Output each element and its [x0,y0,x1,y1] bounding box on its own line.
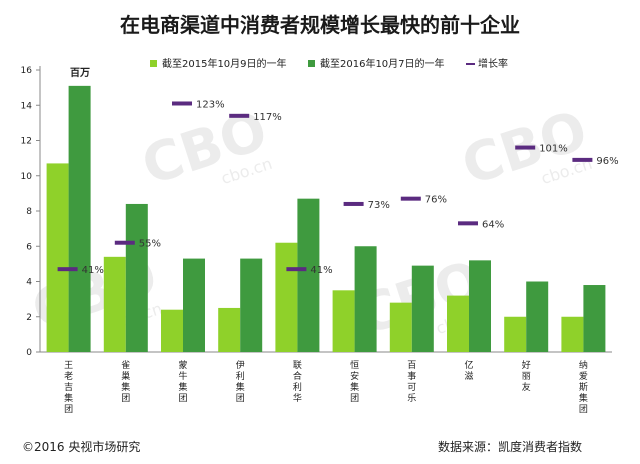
copyright-text: ©2016 央视市场研究 [22,439,140,454]
legend: 截至2015年10月9日的一年 截至2016年10月7日的一年 增长率 [150,57,508,70]
bar-2015 [218,307,241,352]
bar-2015 [332,290,355,352]
bar-2016 [354,246,377,352]
y-tick-label: 14 [21,101,33,111]
x-tick-label: 伊利集团 [236,359,245,404]
growth-marker [572,157,593,162]
growth-marker [114,240,135,245]
growth-label: 76% [425,195,447,206]
y-axis-label: 百万 [70,67,90,79]
growth-label: 101% [539,144,568,155]
watermark-logo: CBO cbo.cn [135,98,275,197]
bar-2016 [583,285,606,352]
x-tick-label: 蒙牛集团 [178,359,187,404]
y-tick-label: 8 [26,207,32,217]
growth-marker [286,267,307,272]
growth-label: 55% [139,239,161,250]
y-tick-label: 6 [26,242,32,252]
chart-title: 在电商渠道中消费者规模增长最快的前十企业 [120,13,520,37]
bar-2015 [389,302,412,352]
bar-2016 [68,85,91,353]
x-tick-label: 雀巢集团 [121,359,130,404]
bar-2015 [447,295,469,352]
growth-label: 117% [253,112,282,123]
x-tick-label: 亿滋 [464,359,473,382]
bar-2016 [526,281,549,352]
legend-label: 截至2016年10月7日的一年 [320,57,445,70]
bar-2016 [469,260,491,352]
bar-2016 [240,258,263,352]
y-tick-label: 16 [21,66,33,76]
x-tick-label: 联合利华 [293,360,302,404]
x-tick-labels: 王老吉集团 雀巢集团 蒙牛集团 伊利集团 联合利华 恒安集团 百事可乐 亿滋 好丽友 纳爱斯集团 [64,359,588,415]
growth-label: 73% [368,200,390,211]
legend-label: 截至2015年10月9日的一年 [162,57,287,70]
growth-marker [400,196,421,201]
bar-2016 [125,203,148,352]
legend-label: 增长率 [478,57,508,70]
growth-label: 41% [310,265,332,276]
y-tick-label: 10 [21,172,33,182]
bar-2015 [103,256,126,352]
growth-label: 123% [196,99,225,110]
legend-swatch [150,60,157,67]
bar-2016 [183,258,205,352]
x-tick-label: 好丽友 [522,359,531,393]
growth-markers-group: 41% 55% 123% 117% 41% 73% 76% 64% 101% 96% [57,99,619,276]
bar-2015 [275,242,298,352]
growth-label: 64% [482,219,504,230]
x-tick-label: 恒安集团 [350,359,359,404]
bar-2015 [161,309,183,352]
growth-marker [229,113,250,118]
x-tick-label: 王老吉集团 [64,360,73,415]
y-tick-label: 12 [21,137,32,147]
growth-marker [458,221,478,226]
y-tick-label: 0 [26,348,32,358]
watermark-logo: CBO cbo.cn [455,98,595,197]
source-text: 数据来源：凯度消费者指数 [438,439,582,454]
bar-2016 [297,198,320,352]
growth-marker [172,101,192,106]
growth-label: 41% [82,265,104,276]
growth-label: 96% [596,156,618,167]
bar-2015 [46,163,69,352]
x-tick-label: 纳爱斯集团 [579,359,588,415]
bars-group [46,85,606,353]
legend-swatch [466,63,475,65]
y-tick-label: 2 [26,313,32,323]
growth-marker [515,145,536,150]
growth-marker [57,267,78,272]
y-tick-label: 4 [26,278,32,288]
x-tick-label: 百事可乐 [407,360,416,404]
legend-swatch [308,60,315,67]
bar-2015 [504,316,527,352]
bar-2016 [411,265,434,352]
growth-marker [343,201,364,206]
bar-2015 [561,316,584,352]
